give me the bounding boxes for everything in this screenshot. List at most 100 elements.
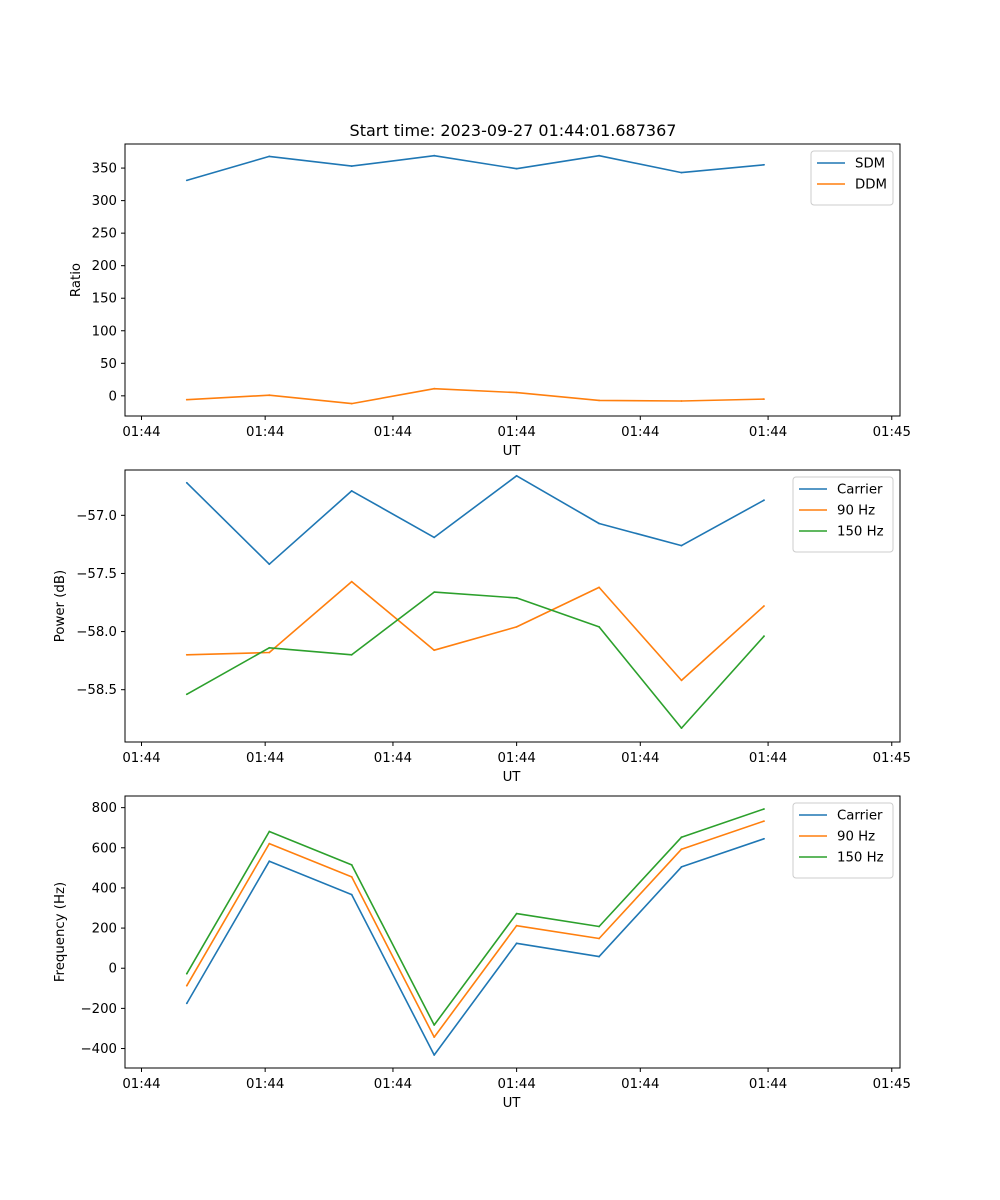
power-data-point-90-hz	[515, 626, 518, 628]
frequency-y-axis-label: Frequency (Hz)	[53, 882, 68, 982]
frequency-panel: 01:44 01:44 01:44 01:44 01:44 01:44 01:45 −400 −…	[53, 795, 911, 1111]
frequency-data-point-90-hz	[185, 984, 188, 987]
power-legend-label-90-hz: 90 Hz	[837, 504, 875, 519]
frequency-data-point-carrier	[763, 837, 765, 840]
ratio-data-point-ddm	[598, 399, 600, 402]
ratio-data-point-sdm	[763, 163, 765, 166]
ratio-x-tick-label: 01:44	[497, 425, 535, 440]
power-panel: 01:44 01:44 01:44 01:44 01:44 01:44 01:45 −58.5…	[53, 469, 911, 785]
power-y-tick-label: −58.5	[76, 683, 117, 698]
frequency-x-tick-label: 01:44	[122, 1077, 160, 1092]
ratio-x-tick-label: 01:44	[621, 425, 659, 440]
power-series-line-90-hz	[186, 580, 765, 682]
frequency-x-axis-label: UT	[503, 1096, 522, 1111]
ratio-x-axis-label: UT	[503, 444, 522, 459]
power-x-axis-label: UT	[503, 770, 522, 785]
frequency-y-tick-label: 400	[92, 881, 117, 896]
ratio-data-point-ddm	[268, 394, 271, 397]
power-legend-label-carrier: Carrier	[837, 483, 883, 498]
frequency-data-point-150-hz	[185, 972, 188, 975]
power-x-tick-label: 01:44	[122, 751, 160, 766]
frequency-y-tick-label: 800	[92, 801, 117, 816]
power-data-point-150-hz	[185, 693, 188, 696]
ratio-data-point-sdm	[350, 165, 353, 168]
power-axes-frame	[124, 469, 901, 743]
power-data-point-carrier	[350, 490, 353, 492]
power-data-point-150-hz	[268, 646, 271, 649]
power-data-point-carrier	[185, 481, 188, 484]
power-data-point-90-hz	[680, 679, 683, 682]
ratio-y-tick-label: 350	[92, 162, 117, 177]
ratio-x-tick-label: 01:44	[374, 425, 412, 440]
power-series-line-150-hz	[186, 591, 765, 729]
frequency-data-point-carrier	[598, 955, 600, 958]
frequency-data-point-90-hz	[680, 848, 683, 851]
frequency-legend-label-90-hz: 90 Hz	[837, 830, 875, 845]
power-x-tick-label: 01:44	[374, 751, 412, 766]
ratio-legend	[810, 150, 894, 206]
power-data-point-90-hz	[598, 586, 600, 589]
power-y-axis-label: Power (dB)	[53, 570, 68, 642]
ratio-axes-frame	[124, 143, 901, 417]
power-data-point-90-hz	[763, 605, 765, 607]
frequency-data-point-90-hz	[515, 924, 518, 927]
power-y-tick-label: −57.0	[76, 509, 117, 524]
power-series-line-carrier	[186, 474, 765, 566]
ratio-y-tick-label: 150	[92, 292, 117, 307]
frequency-x-tick-label: 01:44	[374, 1077, 412, 1092]
power-data-point-carrier	[763, 499, 765, 502]
power-legend	[792, 476, 894, 553]
ratio-legend-label-ddm: DDM	[855, 178, 887, 193]
frequency-series-line-carrier	[186, 838, 765, 1056]
frequency-x-tick-label: 01:45	[873, 1077, 911, 1092]
frequency-data-point-90-hz	[598, 937, 600, 940]
frequency-y-tick-label: −200	[80, 1002, 117, 1017]
power-data-point-carrier	[268, 563, 271, 566]
ratio-y-tick-label: 50	[100, 357, 117, 372]
ratio-data-point-sdm	[515, 167, 518, 170]
ratio-data-point-ddm	[350, 402, 353, 405]
power-data-point-150-hz	[350, 653, 353, 656]
power-data-point-90-hz	[268, 651, 271, 654]
ratio-series-line-sdm	[186, 154, 765, 182]
frequency-x-tick-label: 01:44	[621, 1077, 659, 1092]
frequency-data-point-carrier	[680, 866, 683, 868]
frequency-legend	[792, 802, 894, 879]
power-data-point-90-hz	[433, 649, 436, 652]
frequency-axes-frame	[124, 795, 901, 1069]
ratio-x-tick-label: 01:44	[246, 425, 284, 440]
ratio-data-point-ddm	[433, 387, 436, 390]
power-legend-label-150-hz: 150 Hz	[837, 525, 884, 540]
ratio-data-point-sdm	[680, 171, 683, 174]
ratio-y-tick-label: 200	[92, 259, 117, 274]
frequency-series-line-90-hz	[186, 820, 765, 1038]
ratio-y-tick-label: 300	[92, 194, 117, 209]
ratio-x-tick-label: 01:44	[749, 425, 787, 440]
frequency-y-tick-label: 600	[92, 841, 117, 856]
frequency-legend-label-carrier: Carrier	[837, 809, 883, 824]
ratio-y-tick-label: 100	[92, 324, 117, 339]
frequency-data-point-150-hz	[680, 836, 683, 839]
power-data-point-150-hz	[515, 597, 518, 599]
power-data-point-carrier	[680, 544, 683, 547]
power-data-point-150-hz	[598, 626, 600, 628]
frequency-y-tick-label: 200	[92, 922, 117, 937]
frequency-x-tick-label: 01:44	[246, 1077, 284, 1092]
frequency-x-tick-label: 01:44	[497, 1077, 535, 1092]
frequency-data-point-90-hz	[268, 842, 271, 845]
frequency-data-point-carrier	[515, 942, 518, 945]
power-data-point-150-hz	[763, 635, 765, 638]
ratio-legend-label-sdm: SDM	[855, 157, 885, 172]
frequency-data-point-150-hz	[598, 925, 600, 928]
power-data-point-150-hz	[680, 727, 683, 729]
power-data-point-carrier	[598, 522, 600, 525]
power-data-point-90-hz	[185, 653, 188, 656]
ratio-data-point-ddm	[763, 398, 765, 400]
ratio-series-line-ddm	[186, 387, 765, 405]
frequency-data-point-150-hz	[433, 1024, 436, 1026]
frequency-data-point-90-hz	[763, 820, 765, 822]
power-y-tick-label: −58.0	[76, 625, 117, 640]
power-data-point-carrier	[515, 474, 518, 477]
ratio-data-point-sdm	[185, 179, 188, 182]
